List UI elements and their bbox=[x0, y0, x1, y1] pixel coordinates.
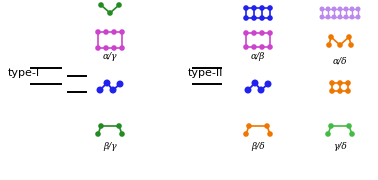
Circle shape bbox=[337, 80, 343, 86]
Circle shape bbox=[119, 45, 125, 51]
Circle shape bbox=[267, 5, 273, 11]
Circle shape bbox=[267, 131, 273, 137]
Circle shape bbox=[243, 5, 249, 11]
Circle shape bbox=[111, 29, 117, 35]
Circle shape bbox=[329, 80, 335, 86]
Circle shape bbox=[337, 88, 343, 94]
Circle shape bbox=[259, 15, 265, 21]
Circle shape bbox=[349, 131, 355, 137]
Circle shape bbox=[355, 6, 361, 12]
Circle shape bbox=[243, 30, 249, 36]
Circle shape bbox=[350, 6, 355, 12]
Circle shape bbox=[267, 15, 273, 21]
Circle shape bbox=[116, 123, 122, 129]
Circle shape bbox=[265, 80, 271, 87]
Circle shape bbox=[251, 15, 257, 21]
Circle shape bbox=[103, 29, 109, 35]
Circle shape bbox=[328, 123, 334, 129]
Circle shape bbox=[345, 88, 351, 94]
Circle shape bbox=[325, 6, 330, 12]
Circle shape bbox=[348, 42, 354, 48]
Circle shape bbox=[328, 34, 334, 40]
Circle shape bbox=[251, 30, 257, 36]
Circle shape bbox=[319, 15, 324, 19]
Circle shape bbox=[259, 30, 265, 36]
Circle shape bbox=[344, 15, 349, 19]
Circle shape bbox=[355, 15, 361, 19]
Circle shape bbox=[259, 44, 265, 50]
Circle shape bbox=[267, 44, 273, 50]
Text: type-II: type-II bbox=[188, 68, 223, 78]
Circle shape bbox=[110, 87, 116, 93]
Text: α/β: α/β bbox=[251, 52, 265, 61]
Circle shape bbox=[251, 44, 257, 50]
Circle shape bbox=[325, 15, 330, 19]
Circle shape bbox=[346, 123, 352, 129]
Circle shape bbox=[98, 2, 104, 8]
Text: α/γ: α/γ bbox=[103, 52, 117, 61]
Text: type-I: type-I bbox=[8, 68, 40, 78]
Circle shape bbox=[319, 6, 324, 12]
Text: α/δ: α/δ bbox=[333, 56, 347, 65]
Circle shape bbox=[95, 131, 101, 137]
Circle shape bbox=[325, 131, 331, 137]
Circle shape bbox=[243, 44, 249, 50]
Circle shape bbox=[95, 29, 101, 35]
Circle shape bbox=[332, 6, 336, 12]
Circle shape bbox=[329, 88, 335, 94]
Circle shape bbox=[103, 45, 109, 51]
Circle shape bbox=[338, 15, 342, 19]
Circle shape bbox=[243, 15, 249, 21]
Text: β/γ: β/γ bbox=[103, 142, 117, 151]
Circle shape bbox=[246, 123, 252, 129]
Circle shape bbox=[245, 87, 251, 93]
Circle shape bbox=[111, 45, 117, 51]
Circle shape bbox=[346, 34, 352, 40]
Circle shape bbox=[98, 123, 104, 129]
Circle shape bbox=[264, 123, 270, 129]
Circle shape bbox=[345, 80, 351, 86]
Circle shape bbox=[119, 131, 125, 137]
Circle shape bbox=[95, 45, 101, 51]
Circle shape bbox=[350, 15, 355, 19]
Circle shape bbox=[267, 30, 273, 36]
Circle shape bbox=[337, 42, 343, 48]
Text: β/δ: β/δ bbox=[251, 142, 265, 151]
Circle shape bbox=[338, 6, 342, 12]
Circle shape bbox=[243, 131, 249, 137]
Circle shape bbox=[119, 29, 125, 35]
Circle shape bbox=[326, 42, 332, 48]
Circle shape bbox=[332, 15, 336, 19]
Circle shape bbox=[96, 87, 104, 93]
Circle shape bbox=[116, 80, 124, 87]
Circle shape bbox=[251, 80, 259, 87]
Circle shape bbox=[259, 5, 265, 11]
Text: γ/δ: γ/δ bbox=[333, 142, 347, 151]
Circle shape bbox=[344, 6, 349, 12]
Circle shape bbox=[107, 10, 113, 16]
Circle shape bbox=[116, 2, 122, 8]
Circle shape bbox=[257, 87, 265, 93]
Circle shape bbox=[104, 80, 110, 87]
Circle shape bbox=[251, 5, 257, 11]
